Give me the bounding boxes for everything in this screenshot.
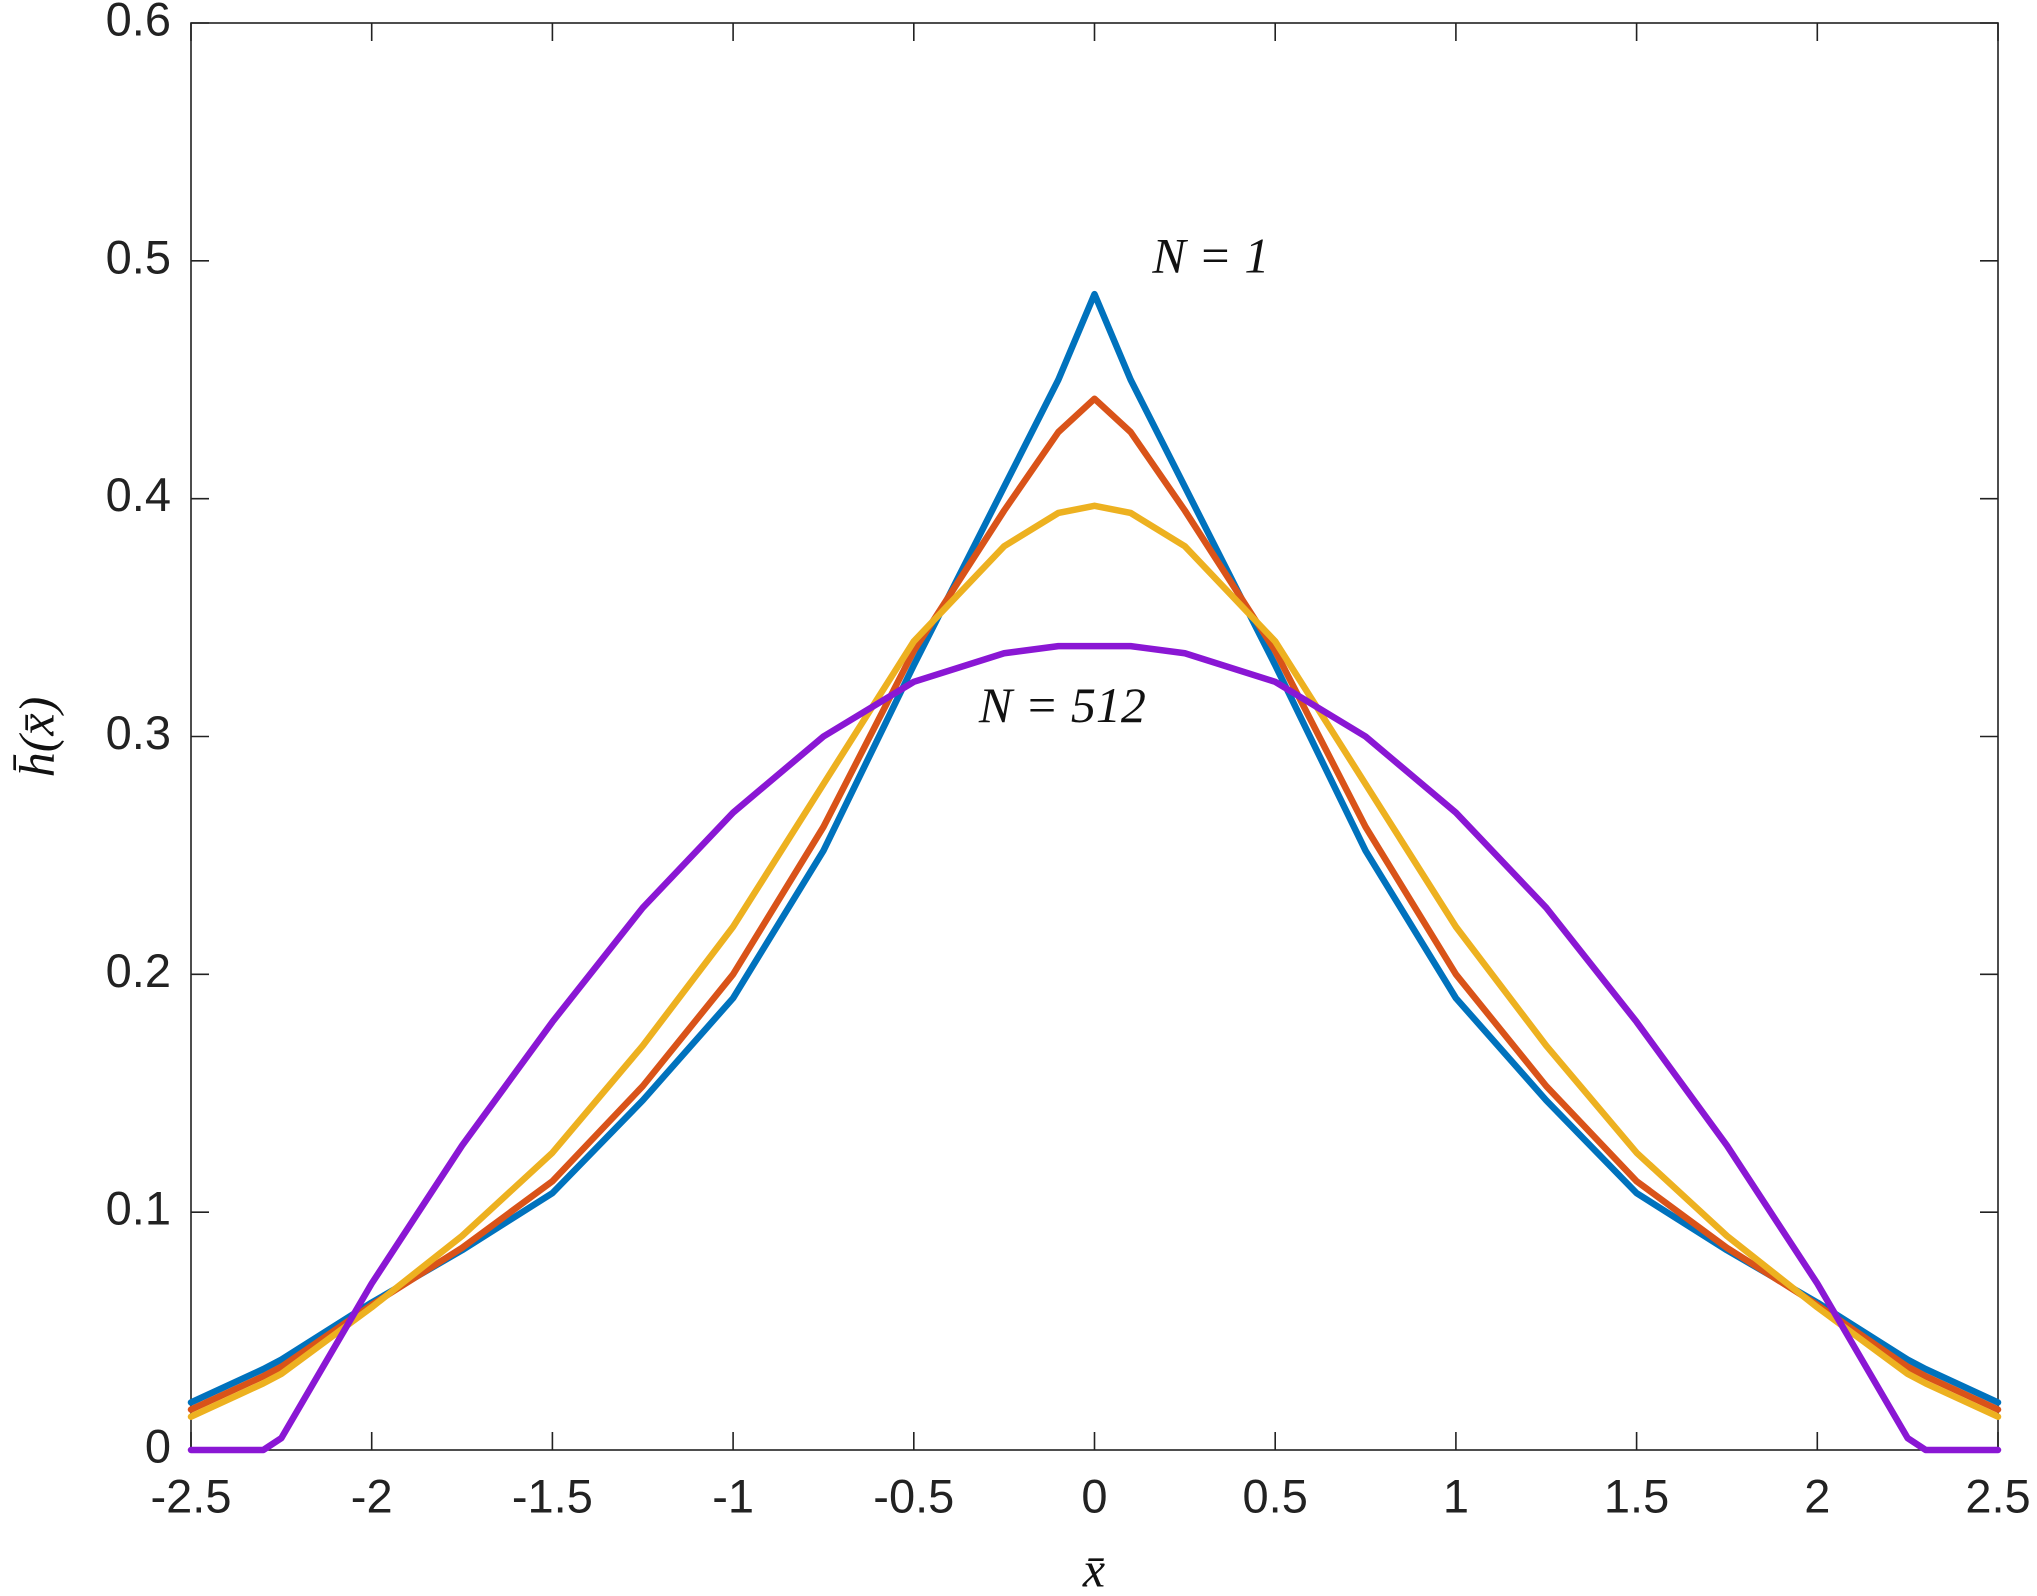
x-tick-label: -1.5 <box>512 1469 593 1522</box>
x-axis-label: x̄ <box>1082 1541 1105 1596</box>
y-axis-label: h̄(x̄) <box>8 697 64 778</box>
line-series <box>187 502 2002 1420</box>
x-tick-label: 1.5 <box>1604 1469 1669 1522</box>
y-tick-label: 0.1 <box>106 1182 171 1235</box>
y-tick-label: 0.6 <box>106 0 171 45</box>
line-series <box>187 395 2002 1413</box>
x-tick-label: 2.5 <box>1965 1469 2030 1522</box>
x-tick-label: 0 <box>1081 1469 1107 1522</box>
x-tick-label: -2.5 <box>151 1469 232 1522</box>
y-tick-label: 0 <box>145 1419 171 1472</box>
x-tick-label: 0.5 <box>1243 1469 1308 1522</box>
x-tick-label: 1 <box>1443 1469 1469 1522</box>
y-tick-label: 0.3 <box>106 706 171 759</box>
x-tick-label: -0.5 <box>873 1469 954 1522</box>
y-tick-label: 0.5 <box>106 230 171 283</box>
annotation: N = 1 <box>1151 227 1269 283</box>
line-series <box>187 642 2002 1454</box>
x-tick-label: -1 <box>712 1469 754 1522</box>
y-tick-label: 0.4 <box>106 468 171 521</box>
y-tick-label: 0.2 <box>106 944 171 997</box>
x-tick-label: 2 <box>1804 1469 1830 1522</box>
x-tick-label: -2 <box>351 1469 393 1522</box>
annotation: N = 512 <box>978 677 1146 733</box>
